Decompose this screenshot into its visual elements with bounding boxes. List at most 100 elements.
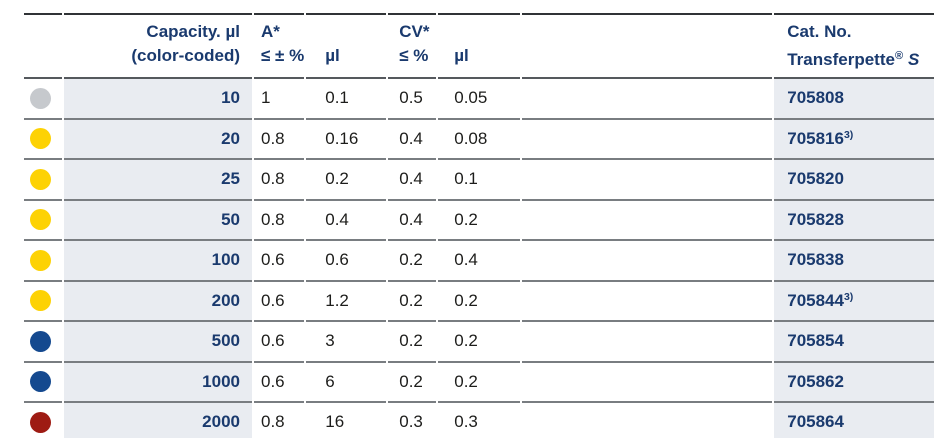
color-code-dot xyxy=(30,249,51,271)
spacer-cell xyxy=(522,282,773,322)
header-cat-line1: Cat. No. xyxy=(787,22,852,41)
header-accuracy-line1: A* xyxy=(261,22,280,41)
color-dot-cell xyxy=(24,322,62,363)
cv-pct-cell: 0.2 xyxy=(388,322,437,363)
header-cat-no: Cat. No. Transferpette® S xyxy=(774,13,935,79)
cat-no: 705828 xyxy=(787,209,844,229)
cv-ul-cell: 0.05 xyxy=(438,79,521,120)
table-row: 100 0.6 0.6 0.2 0.4 705838 xyxy=(24,241,935,282)
capacity-cell: 500 xyxy=(64,322,252,363)
color-dot-cell xyxy=(24,363,62,403)
capacity-cell: 25 xyxy=(64,160,252,201)
header-accuracy-ul: µl xyxy=(306,13,387,79)
spacer-cell xyxy=(522,79,773,120)
cv-ul-cell: 0.1 xyxy=(438,160,521,201)
table-row: 2000 0.8 16 0.3 0.3 705864 xyxy=(24,403,935,438)
cv-pct-cell: 0.4 xyxy=(388,160,437,201)
header-cv-line1: CV* xyxy=(399,22,430,41)
table-body: 10 1 0.1 0.5 0.05 705808 20 0.8 0.16 0.4… xyxy=(24,79,935,438)
cv-pct-cell: 0.4 xyxy=(388,120,437,160)
accuracy-ul-cell: 1.2 xyxy=(306,282,387,322)
spacer-cell xyxy=(522,241,773,282)
cv-ul-cell: 0.4 xyxy=(438,241,521,282)
spacer-cell xyxy=(522,403,772,438)
header-dot-column xyxy=(24,13,62,79)
accuracy-ul-cell: 0.16 xyxy=(306,120,387,160)
cat-no: 705808 xyxy=(787,88,844,108)
color-code-dot xyxy=(30,290,51,312)
header-capacity-line1: Capacity. µl xyxy=(146,22,240,41)
header-cv-line2: ≤ % xyxy=(399,46,429,65)
spacer-cell xyxy=(522,201,773,241)
cat-no: 705820 xyxy=(787,169,844,189)
accuracy-pct-cell: 0.6 xyxy=(254,363,305,403)
table-row: 1000 0.6 6 0.2 0.2 705862 xyxy=(24,362,935,403)
header-cv-ul: µl xyxy=(438,13,521,79)
cat-no: 705854 xyxy=(787,331,844,351)
accuracy-pct-cell: 0.6 xyxy=(254,322,305,363)
cv-pct-cell: 0.4 xyxy=(388,201,437,241)
accuracy-ul-cell: 0.2 xyxy=(306,160,387,201)
spacer-cell xyxy=(522,160,773,201)
cat-no: 705838 xyxy=(787,250,844,270)
header-brand-name: Transferpette xyxy=(787,50,895,69)
accuracy-pct-cell: 0.8 xyxy=(254,403,304,438)
cv-ul-cell: 0.3 xyxy=(438,403,520,438)
capacity-cell: 200 xyxy=(64,281,252,322)
cv-ul-cell: 0.2 xyxy=(438,201,521,241)
header-accuracy-line2: ≤ ± % xyxy=(261,46,305,65)
cat-no-cell: 705854 xyxy=(774,322,935,363)
table-row: 200 0.6 1.2 0.2 0.2 7058443) xyxy=(24,281,935,322)
cat-no-cell: 705862 xyxy=(774,362,935,403)
header-capacity-line2: (color-coded) xyxy=(131,46,240,65)
accuracy-pct-cell: 0.6 xyxy=(254,241,305,282)
cat-no-cell: 705864 xyxy=(774,403,935,438)
cv-ul-cell: 0.2 xyxy=(438,282,521,322)
capacity-cell: 10 xyxy=(64,79,252,120)
accuracy-pct-cell: 0.8 xyxy=(254,120,305,160)
capacity-cell: 100 xyxy=(64,241,252,282)
table-row: 50 0.8 0.4 0.4 0.2 705828 xyxy=(24,200,935,241)
cat-no: 705816 xyxy=(787,128,844,148)
cat-no-footnote: 3) xyxy=(843,128,854,141)
color-code-dot xyxy=(30,128,51,150)
cat-no-footnote: 3) xyxy=(843,290,854,303)
color-code-dot xyxy=(30,411,51,433)
spacer-cell xyxy=(522,120,773,160)
cv-ul-cell: 0.08 xyxy=(438,120,521,160)
color-dot-cell xyxy=(24,241,62,282)
header-cv: CV* ≤ % xyxy=(388,13,437,79)
accuracy-pct-cell: 1 xyxy=(254,79,305,120)
spacer-cell xyxy=(522,363,773,403)
accuracy-ul-cell: 3 xyxy=(306,322,387,363)
color-code-dot xyxy=(30,209,51,231)
capacity-cell: 50 xyxy=(64,200,252,241)
accuracy-ul-cell: 6 xyxy=(306,363,387,403)
accuracy-ul-cell: 0.4 xyxy=(306,201,387,241)
cat-no: 705864 xyxy=(787,412,844,432)
color-dot-cell xyxy=(24,201,62,241)
header-cat-line2: Transferpette® S xyxy=(787,44,934,69)
cat-no-cell: 705838 xyxy=(774,241,935,282)
header-row: Capacity. µl (color-coded) A* ≤ ± % µl C… xyxy=(24,13,935,79)
registered-trademark-symbol: ® xyxy=(894,50,904,62)
table-row: 10 1 0.1 0.5 0.05 705808 xyxy=(24,79,935,120)
header-cv-ul-label: µl xyxy=(454,46,469,65)
table-row: 20 0.8 0.16 0.4 0.08 7058163) xyxy=(24,119,935,160)
header-accuracy: A* ≤ ± % xyxy=(254,13,305,79)
cat-no: 705862 xyxy=(787,371,844,391)
cv-pct-cell: 0.2 xyxy=(388,363,437,403)
cv-pct-cell: 0.2 xyxy=(388,241,437,282)
cat-no-cell: 705808 xyxy=(774,79,935,120)
cat-no-cell: 705820 xyxy=(774,160,935,201)
color-dot-cell xyxy=(24,120,62,160)
cv-ul-cell: 0.2 xyxy=(438,363,521,403)
spacer-cell xyxy=(522,322,773,363)
color-code-dot xyxy=(30,87,51,109)
capacity-cell: 20 xyxy=(64,119,252,160)
accuracy-pct-cell: 0.6 xyxy=(254,282,305,322)
accuracy-ul-cell: 0.6 xyxy=(306,241,387,282)
spec-table-wrap: Capacity. µl (color-coded) A* ≤ ± % µl C… xyxy=(22,13,936,438)
color-dot-cell xyxy=(24,79,62,120)
